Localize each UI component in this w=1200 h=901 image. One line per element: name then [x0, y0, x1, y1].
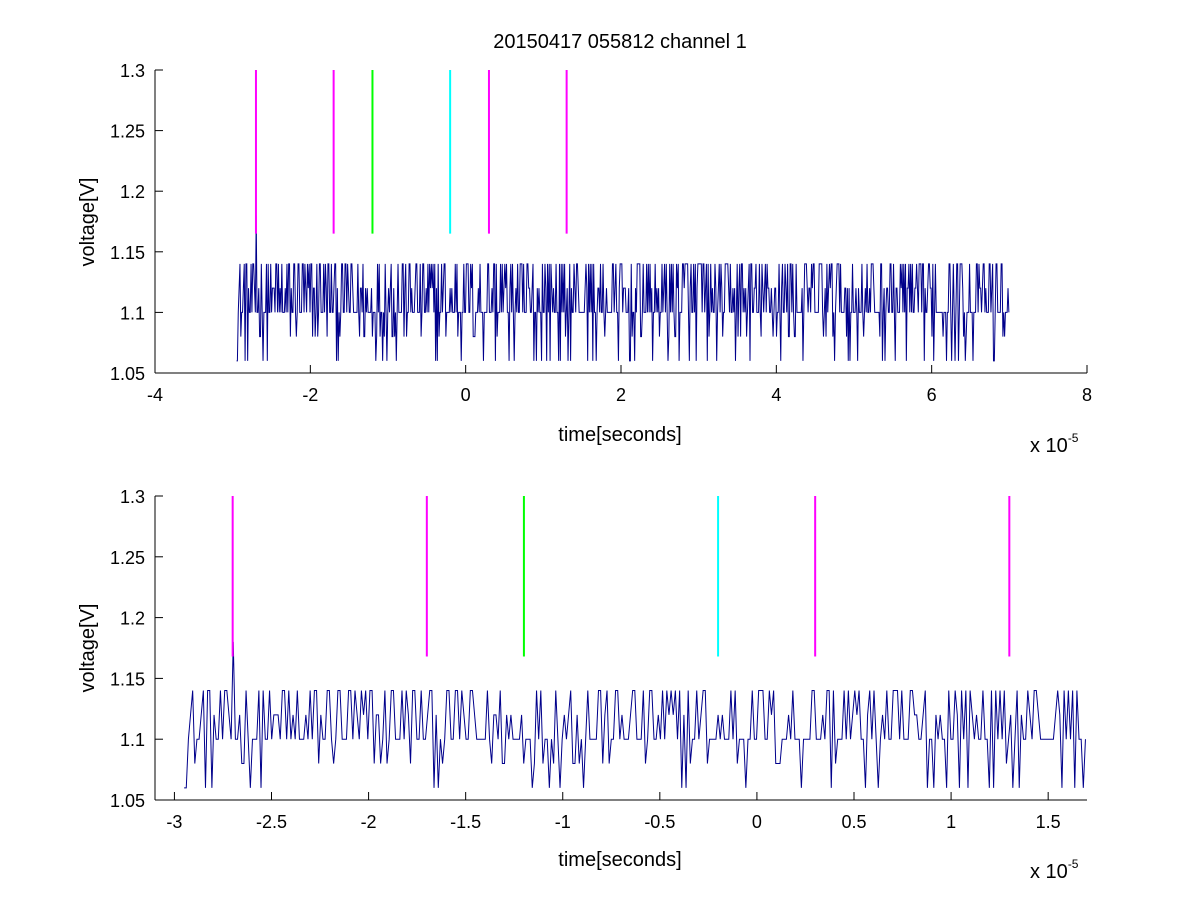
bottom-x-tick-label: -3	[166, 812, 182, 832]
bottom-x-tick-label: 1	[946, 812, 956, 832]
bottom-y-tick-label: 1.25	[110, 548, 145, 568]
bottom-event-markers	[231, 496, 1011, 657]
bottom-y-tick-label: 1.15	[110, 669, 145, 689]
bottom-y-tick-label: 1.05	[110, 791, 145, 811]
bottom-x-tick-label: 0	[752, 812, 762, 832]
top-x-tick-label: 8	[1082, 385, 1092, 405]
top-y-tick-label: 1.25	[110, 122, 145, 142]
chart-title: 20150417 055812 channel 1	[493, 31, 747, 53]
top-event-markers	[254, 70, 568, 234]
bottom-y-axis-label: voltage[V]	[77, 604, 99, 693]
top-x-tick-label: -2	[302, 385, 318, 405]
top-axes: -4 -2 0 2 4 6 8 1.05 1.1 1.15 1.2 1.25 1.3	[110, 61, 1092, 405]
bottom-x-tick-label: 0.5	[841, 812, 866, 832]
top-y-tick-label: 1.1	[120, 303, 145, 323]
bottom-x-tick-label: 1.5	[1036, 812, 1061, 832]
top-y-axis-label: voltage[V]	[77, 178, 99, 267]
bottom-x-tick-label: -2.5	[256, 812, 287, 832]
bottom-signal-line	[184, 641, 1086, 789]
bottom-y-tick-label: 1.2	[120, 609, 145, 629]
top-y-tick-label: 1.05	[110, 364, 145, 384]
bottom-x-axis-label: time[seconds]	[558, 849, 681, 871]
bottom-x-multiplier-base: x 10	[1030, 861, 1068, 883]
top-x-multiplier-base: x 10	[1030, 435, 1068, 457]
bottom-y-tick-label: 1.3	[120, 487, 145, 507]
top-x-tick-label: -4	[147, 385, 163, 405]
top-y-tick-label: 1.15	[110, 243, 145, 263]
bottom-x-tick-label: -1.5	[450, 812, 481, 832]
top-plot: -4 -2 0 2 4 6 8 1.05 1.1 1.15 1.2 1.25 1.3 time[seco…	[77, 61, 1092, 457]
top-x-tick-label: 0	[461, 385, 471, 405]
top-x-tick-label: 2	[616, 385, 626, 405]
bottom-x-multiplier: x 10-5	[1030, 857, 1079, 883]
bottom-plot: -3 -2.5 -2 -1.5 -1 -0.5 0 0.5 1 1.5 1.05 1.1 1.15 1.2…	[77, 487, 1087, 883]
bottom-x-tick-label: -1	[555, 812, 571, 832]
top-x-axis-label: time[seconds]	[558, 424, 681, 446]
top-signal-series	[236, 215, 1010, 362]
bottom-y-tick-label: 1.1	[120, 730, 145, 750]
bottom-axes: -3 -2.5 -2 -1.5 -1 -0.5 0 0.5 1 1.5 1.05 1.1 1.15 1.2…	[110, 487, 1087, 832]
bottom-x-tick-label: -2	[361, 812, 377, 832]
bottom-x-multiplier-exponent: -5	[1068, 857, 1079, 871]
bottom-signal-series	[184, 641, 1086, 789]
bottom-x-tick-label: -0.5	[644, 812, 675, 832]
top-x-multiplier-exponent: -5	[1068, 431, 1079, 445]
top-x-tick-label: 4	[771, 385, 781, 405]
top-y-tick-label: 1.2	[120, 182, 145, 202]
top-x-multiplier: x 10-5	[1030, 431, 1079, 457]
top-y-tick-label: 1.3	[120, 61, 145, 81]
top-x-tick-label: 6	[927, 385, 937, 405]
top-signal-line	[236, 215, 1010, 362]
